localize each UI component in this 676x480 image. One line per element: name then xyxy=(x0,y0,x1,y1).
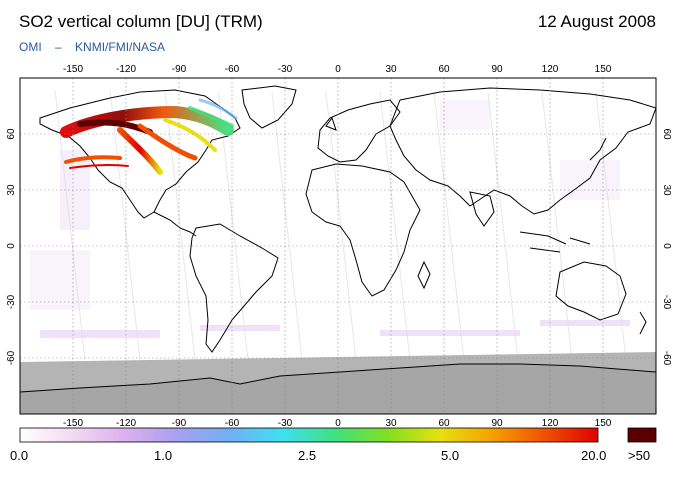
new-zealand-outline xyxy=(639,311,647,335)
colorbar xyxy=(19,427,599,443)
graticule xyxy=(20,78,656,414)
india-outline xyxy=(469,191,495,227)
colorbar-label-3: 5.0 xyxy=(441,448,460,463)
lon-tick-bottom-label: 0 xyxy=(335,418,341,429)
lon-tick-bottom-label: -120 xyxy=(116,418,136,429)
lon-tick-bottom-label: -60 xyxy=(225,418,240,429)
lon-tick-bottom-label: 150 xyxy=(595,418,612,429)
lon-tick-top-label: -150 xyxy=(63,64,83,75)
uk-outline xyxy=(325,116,337,131)
lon-tick-top-label: -90 xyxy=(172,64,187,75)
madagascar-outline xyxy=(417,260,431,290)
lon-tick-top-label: 0 xyxy=(335,64,341,75)
lon-tick-bottom-label: -30 xyxy=(278,418,293,429)
coastlines xyxy=(39,85,656,353)
lat-tick-right-label: 0 xyxy=(661,243,672,249)
lon-ticks-bottom: -150 -120 -90 -60 -30 0 30 60 90 120 150 xyxy=(63,418,612,429)
lon-ticks-top: -150 -120 -90 -60 -30 0 30 60 90 120 150 xyxy=(63,64,612,75)
lon-tick-top-label: 60 xyxy=(438,64,450,75)
subtitle-omi: OMI xyxy=(19,40,42,54)
lat-tick-right-label: 60 xyxy=(661,128,672,140)
africa-outline xyxy=(305,163,421,297)
colorbar-label-overflow: >50 xyxy=(628,448,651,463)
lon-tick-bottom-label: -150 xyxy=(63,418,83,429)
lat-tick-right-label: -30 xyxy=(661,295,672,310)
map-frame xyxy=(19,77,657,415)
lat-tick-right-label: -60 xyxy=(661,351,672,366)
lon-tick-top-label: 90 xyxy=(491,64,503,75)
colorbar-label-0: 0.0 xyxy=(10,448,29,463)
indonesia-outline xyxy=(519,231,591,253)
subtitle-dash: – xyxy=(55,40,62,54)
map-date: 12 August 2008 xyxy=(537,12,656,31)
lon-tick-bottom-label: 30 xyxy=(385,418,397,429)
colorbar-label-1: 1.0 xyxy=(154,448,173,463)
lat-tick-left-label: 30 xyxy=(6,184,17,196)
lat-tick-left-label: -30 xyxy=(6,294,17,309)
subtitle-agencies: KNMI/FMI/NASA xyxy=(75,40,166,54)
lon-tick-bottom-label: -90 xyxy=(172,418,187,429)
lon-tick-top-label: 120 xyxy=(542,64,559,75)
lat-ticks-left: 60 30 0 -30 -60 xyxy=(6,128,17,365)
orbit-swaths xyxy=(54,89,627,361)
so2-plume xyxy=(60,98,238,175)
lon-tick-bottom-label: 60 xyxy=(438,418,450,429)
colorbar-overflow xyxy=(627,427,657,443)
australia-outline xyxy=(555,261,627,321)
japan-outline xyxy=(589,137,607,161)
lat-ticks-right: 60 30 0 -30 -60 xyxy=(661,128,672,365)
lat-tick-right-label: 30 xyxy=(661,184,672,196)
lon-tick-top-label: 150 xyxy=(595,64,612,75)
colorbar-label-4: 20.0 xyxy=(581,448,607,463)
lon-tick-bottom-label: 90 xyxy=(491,418,503,429)
greenland-outline xyxy=(241,85,297,129)
map-title: SO2 vertical column [DU] (TRM) xyxy=(19,12,263,31)
lat-tick-left-label: -60 xyxy=(6,350,17,365)
colorbar-label-2: 2.5 xyxy=(298,448,317,463)
lon-tick-top-label: -30 xyxy=(278,64,293,75)
lon-tick-bottom-label: 120 xyxy=(542,418,559,429)
europe-outline xyxy=(317,99,401,163)
south-america-outline xyxy=(189,223,279,353)
map-subtitle: OMI – KNMI/FMI/NASA xyxy=(19,40,175,54)
lon-tick-top-label: -120 xyxy=(116,64,136,75)
antarctica xyxy=(20,363,656,414)
lon-tick-top-label: -60 xyxy=(225,64,240,75)
asia-outline xyxy=(389,87,656,215)
lat-tick-left-label: 60 xyxy=(6,128,17,140)
map-plot-area xyxy=(20,78,656,414)
lon-tick-top-label: 30 xyxy=(385,64,397,75)
central-america-outline xyxy=(153,211,197,237)
lat-tick-left-label: 0 xyxy=(6,243,17,249)
